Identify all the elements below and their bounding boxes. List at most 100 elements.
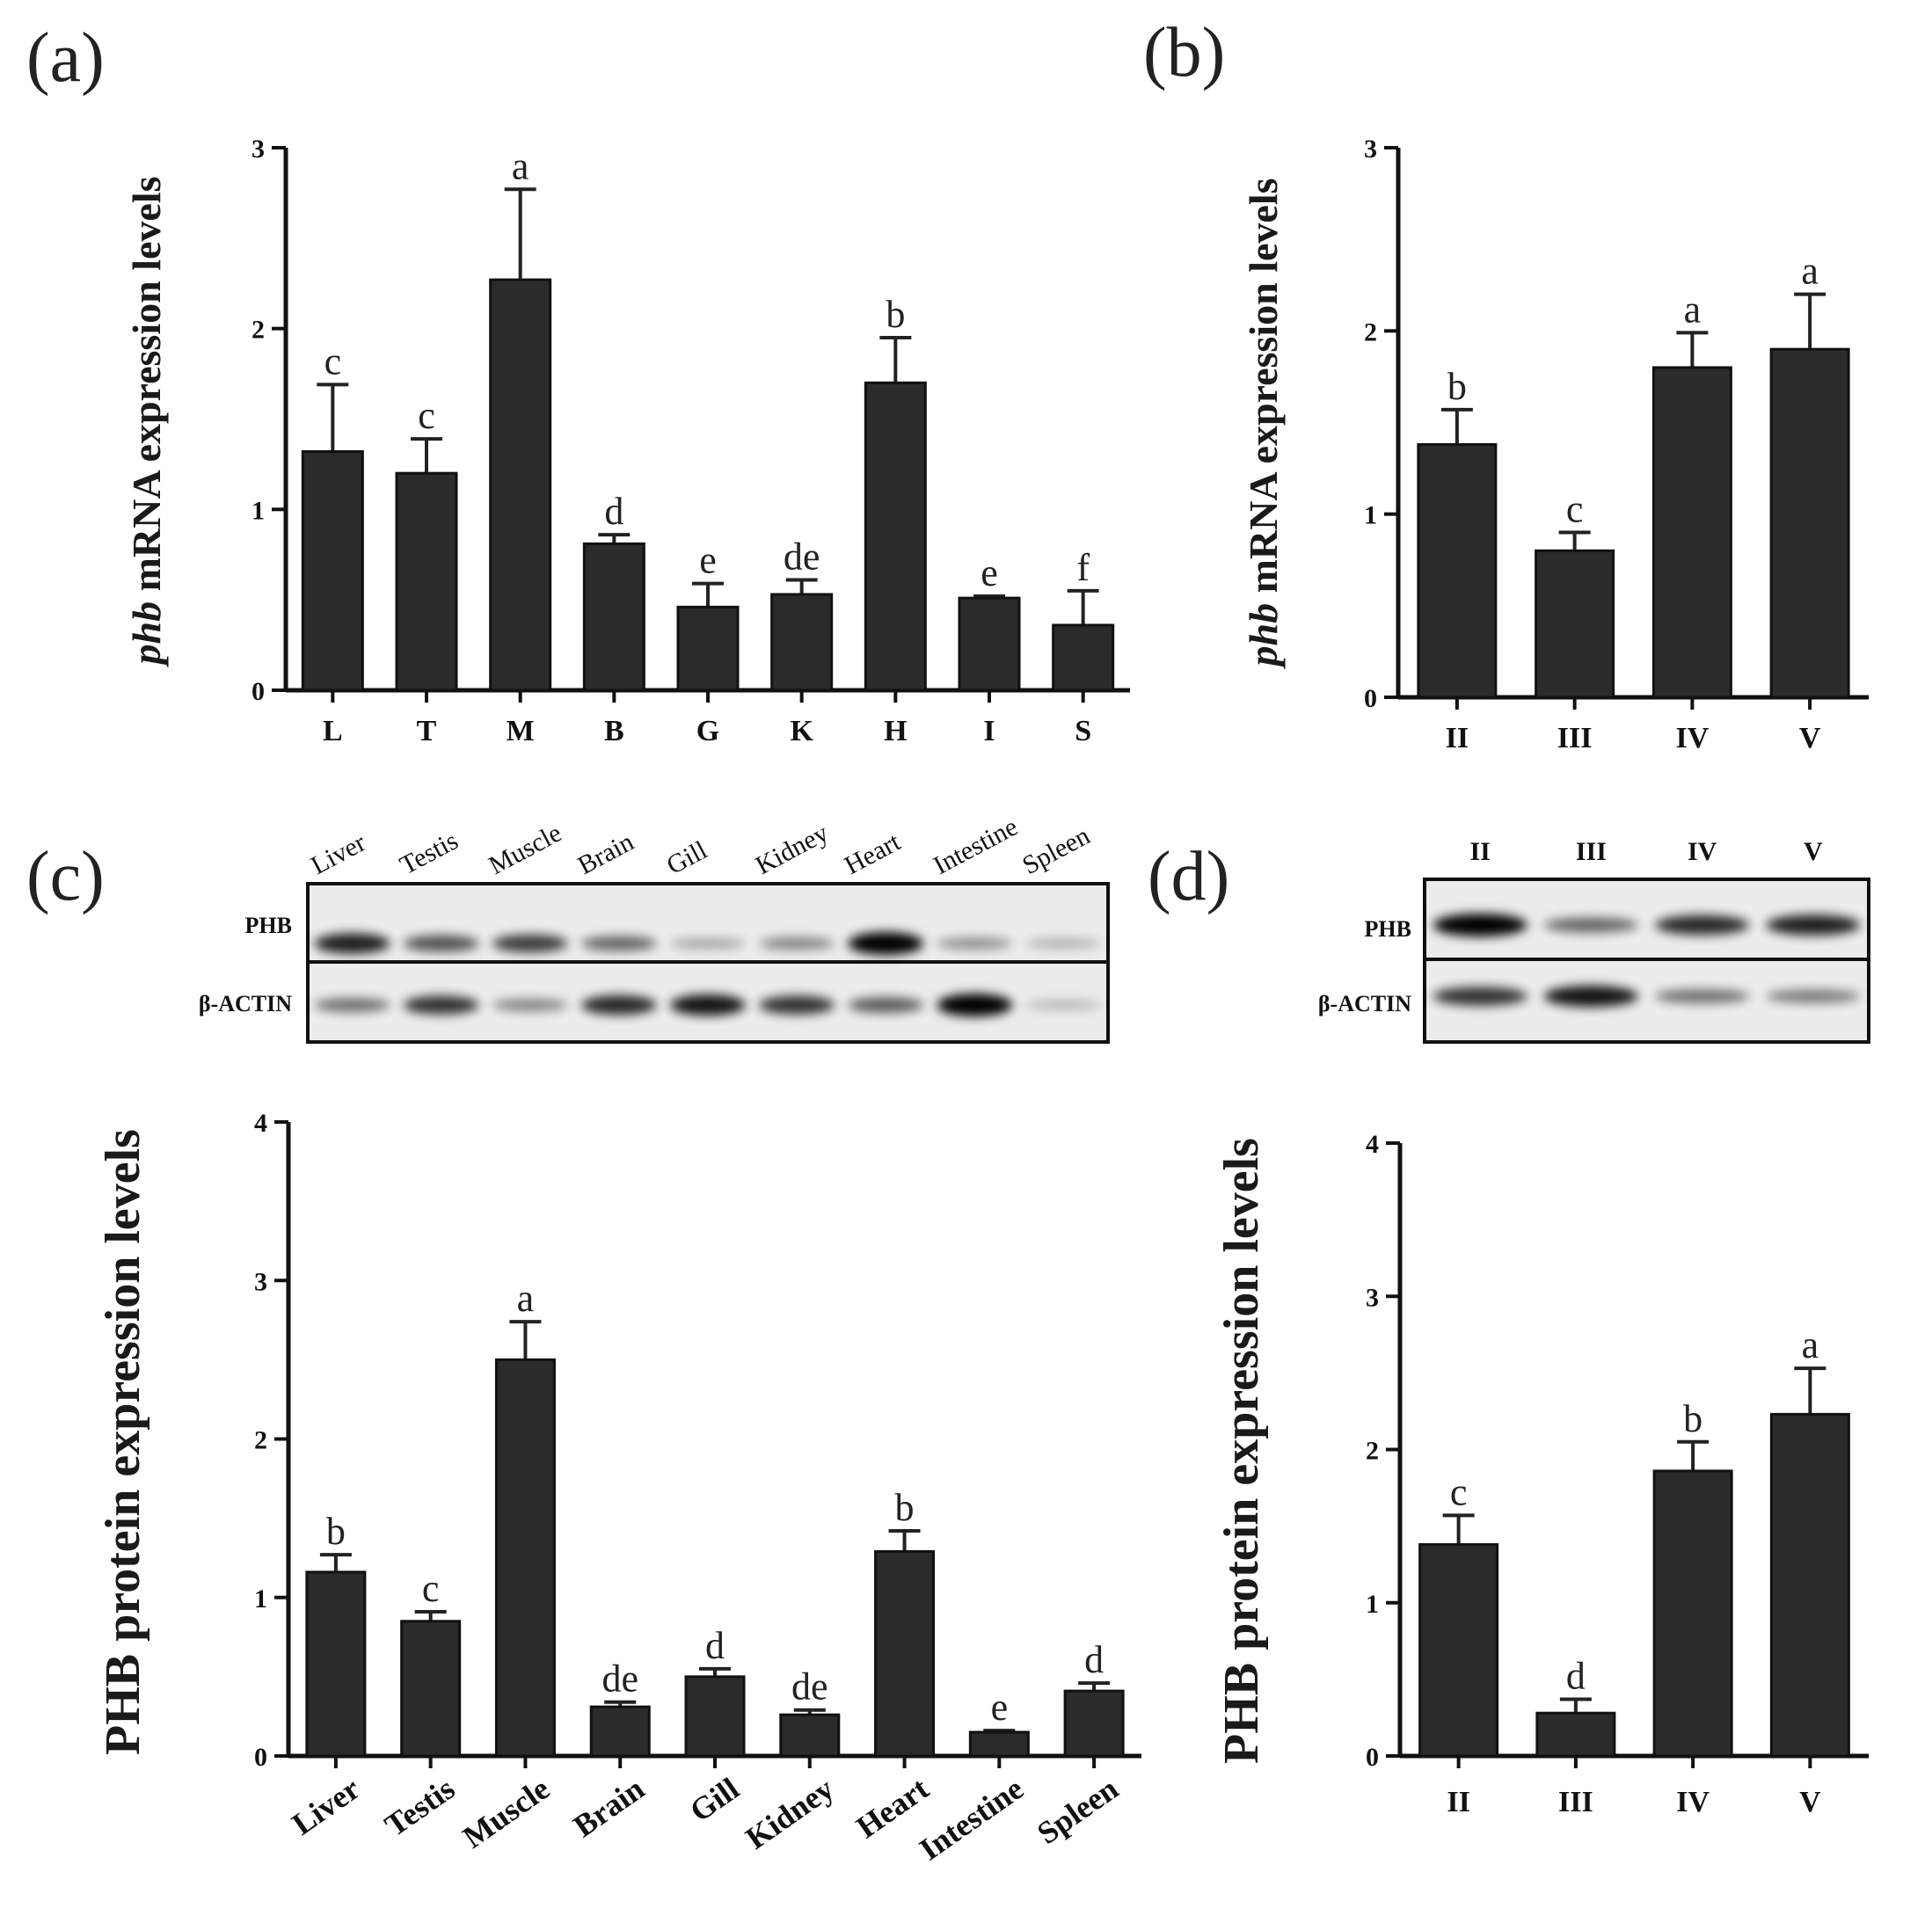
blot-band-actin bbox=[670, 994, 746, 1016]
bar-Spleen bbox=[1063, 1689, 1125, 1758]
bar-V bbox=[1769, 347, 1850, 699]
blot-lane-label: V bbox=[1804, 837, 1823, 866]
x-category-label: G bbox=[696, 715, 719, 747]
panel-label-c: (c) bbox=[26, 838, 105, 915]
significance-letter: a bbox=[1802, 1323, 1819, 1366]
x-category-label: Brain bbox=[567, 1771, 651, 1844]
bar-Liver bbox=[305, 1570, 367, 1758]
bar-II bbox=[1418, 1543, 1499, 1758]
y-tick-label: 3 bbox=[1364, 135, 1377, 164]
blot-c-row-phb: PHB bbox=[245, 913, 292, 938]
blot-band-phb bbox=[1766, 914, 1861, 936]
y-axis-label-text: mRNA expression levels bbox=[124, 177, 169, 601]
blot-band-actin bbox=[314, 997, 390, 1013]
significance-letter: e bbox=[699, 539, 717, 582]
bar-II bbox=[1417, 443, 1498, 699]
blot-band-actin bbox=[937, 994, 1013, 1016]
significance-letter: d bbox=[1084, 1638, 1104, 1681]
y-tick-label: 3 bbox=[1366, 1283, 1379, 1312]
bar-Muscle bbox=[494, 1358, 556, 1758]
bar-V bbox=[1769, 1412, 1850, 1758]
x-category-label: V bbox=[1799, 722, 1821, 754]
bar-I bbox=[958, 596, 1021, 692]
blot-d-row-phb: PHB bbox=[1365, 916, 1411, 942]
x-category-label: IV bbox=[1675, 722, 1709, 754]
y-tick-label: 2 bbox=[254, 1426, 267, 1455]
blot-band-phb bbox=[1654, 914, 1750, 936]
significance-letter: d bbox=[1566, 1655, 1586, 1698]
significance-letter: e bbox=[981, 551, 998, 594]
x-category-label: H bbox=[884, 715, 907, 747]
bar-H bbox=[864, 381, 927, 692]
significance-letter: b bbox=[895, 1486, 915, 1529]
bar-Testis bbox=[400, 1620, 462, 1758]
x-category-label: IV bbox=[1676, 1786, 1710, 1818]
y-tick-label: 0 bbox=[252, 677, 265, 706]
blot-lane-label: III bbox=[1576, 837, 1607, 866]
blot-band-phb bbox=[759, 936, 835, 951]
blot-band-actin bbox=[1433, 987, 1527, 1006]
x-category-label: I bbox=[983, 715, 995, 747]
blot-lane-label: IV bbox=[1688, 837, 1717, 866]
bar-M bbox=[489, 278, 552, 692]
y-tick-label: 4 bbox=[254, 1109, 267, 1138]
significance-letter: de bbox=[601, 1657, 638, 1701]
bar-G bbox=[676, 605, 740, 692]
bar-T bbox=[395, 471, 458, 692]
panel-label-d: (d) bbox=[1148, 838, 1229, 915]
blot-d-row-actin: β-ACTIN bbox=[1318, 991, 1411, 1016]
blot-lane-label: Heart bbox=[840, 827, 906, 880]
western-blot-c: PHB β-ACTIN Liver Testis Muscle Brain Gill Ki… bbox=[199, 812, 1110, 1044]
significance-letter: b bbox=[1447, 365, 1467, 408]
blot-band-phb bbox=[670, 938, 746, 949]
significance-letter: c bbox=[422, 1567, 440, 1610]
x-category-label: II bbox=[1446, 722, 1469, 754]
blot-band-actin bbox=[1766, 989, 1861, 1003]
y-axis-label-gene: phb bbox=[124, 601, 169, 668]
x-category-label: L bbox=[323, 715, 343, 747]
bar-B bbox=[582, 542, 645, 692]
y-tick-label: 1 bbox=[254, 1585, 267, 1614]
bar-Intestine bbox=[968, 1730, 1030, 1758]
y-axis-label: PHB protein expression levels bbox=[96, 1129, 150, 1755]
blot-lane-label: Spleen bbox=[1017, 821, 1095, 880]
blot-band-phb bbox=[580, 936, 657, 951]
significance-letter: c bbox=[1450, 1470, 1468, 1513]
y-tick-label: 4 bbox=[1366, 1130, 1379, 1159]
significance-letter: b bbox=[326, 1510, 346, 1553]
chart-c-protein-tissues: 0 1 2 3 4 PHB protein expression levels b Liver… bbox=[96, 1109, 1141, 1867]
x-category-label: III bbox=[1557, 722, 1593, 754]
blot-band-phb bbox=[848, 932, 924, 955]
bar-IV bbox=[1651, 366, 1732, 699]
bar-S bbox=[1052, 623, 1115, 692]
y-tick-label: 2 bbox=[252, 316, 265, 345]
significance-letter: c bbox=[324, 339, 342, 382]
y-tick-label: 2 bbox=[1366, 1437, 1379, 1466]
significance-letter: b bbox=[886, 293, 905, 336]
blot-band-phb bbox=[1433, 914, 1527, 936]
blot-band-actin bbox=[1543, 985, 1639, 1008]
blot-lane-label: Muscle bbox=[485, 819, 566, 881]
x-category-label: K bbox=[790, 715, 813, 747]
significance-letter: a bbox=[1801, 250, 1819, 293]
significance-letter: de bbox=[784, 535, 820, 579]
bar-Heart bbox=[874, 1549, 936, 1758]
bar-K bbox=[770, 593, 834, 692]
blot-lane-label: Testis bbox=[395, 826, 463, 880]
significance-letter: d bbox=[604, 490, 623, 533]
y-axis-label: phb mRNA expression levels bbox=[124, 177, 169, 668]
blot-band-actin bbox=[1025, 1000, 1102, 1010]
blot-band-phb bbox=[492, 934, 568, 953]
blot-band-phb bbox=[314, 933, 390, 954]
blot-lane-label: II bbox=[1469, 837, 1490, 866]
x-category-label: Testis bbox=[378, 1771, 461, 1843]
significance-letter: e bbox=[991, 1686, 1009, 1729]
bar-III bbox=[1535, 549, 1615, 699]
blot-band-actin bbox=[403, 995, 479, 1015]
blot-band-phb bbox=[1543, 917, 1639, 933]
x-category-label: S bbox=[1075, 715, 1091, 747]
blot-lane-label: Kidney bbox=[751, 819, 833, 881]
blot-band-phb bbox=[1025, 938, 1102, 949]
x-category-label: Muscle bbox=[456, 1771, 556, 1855]
